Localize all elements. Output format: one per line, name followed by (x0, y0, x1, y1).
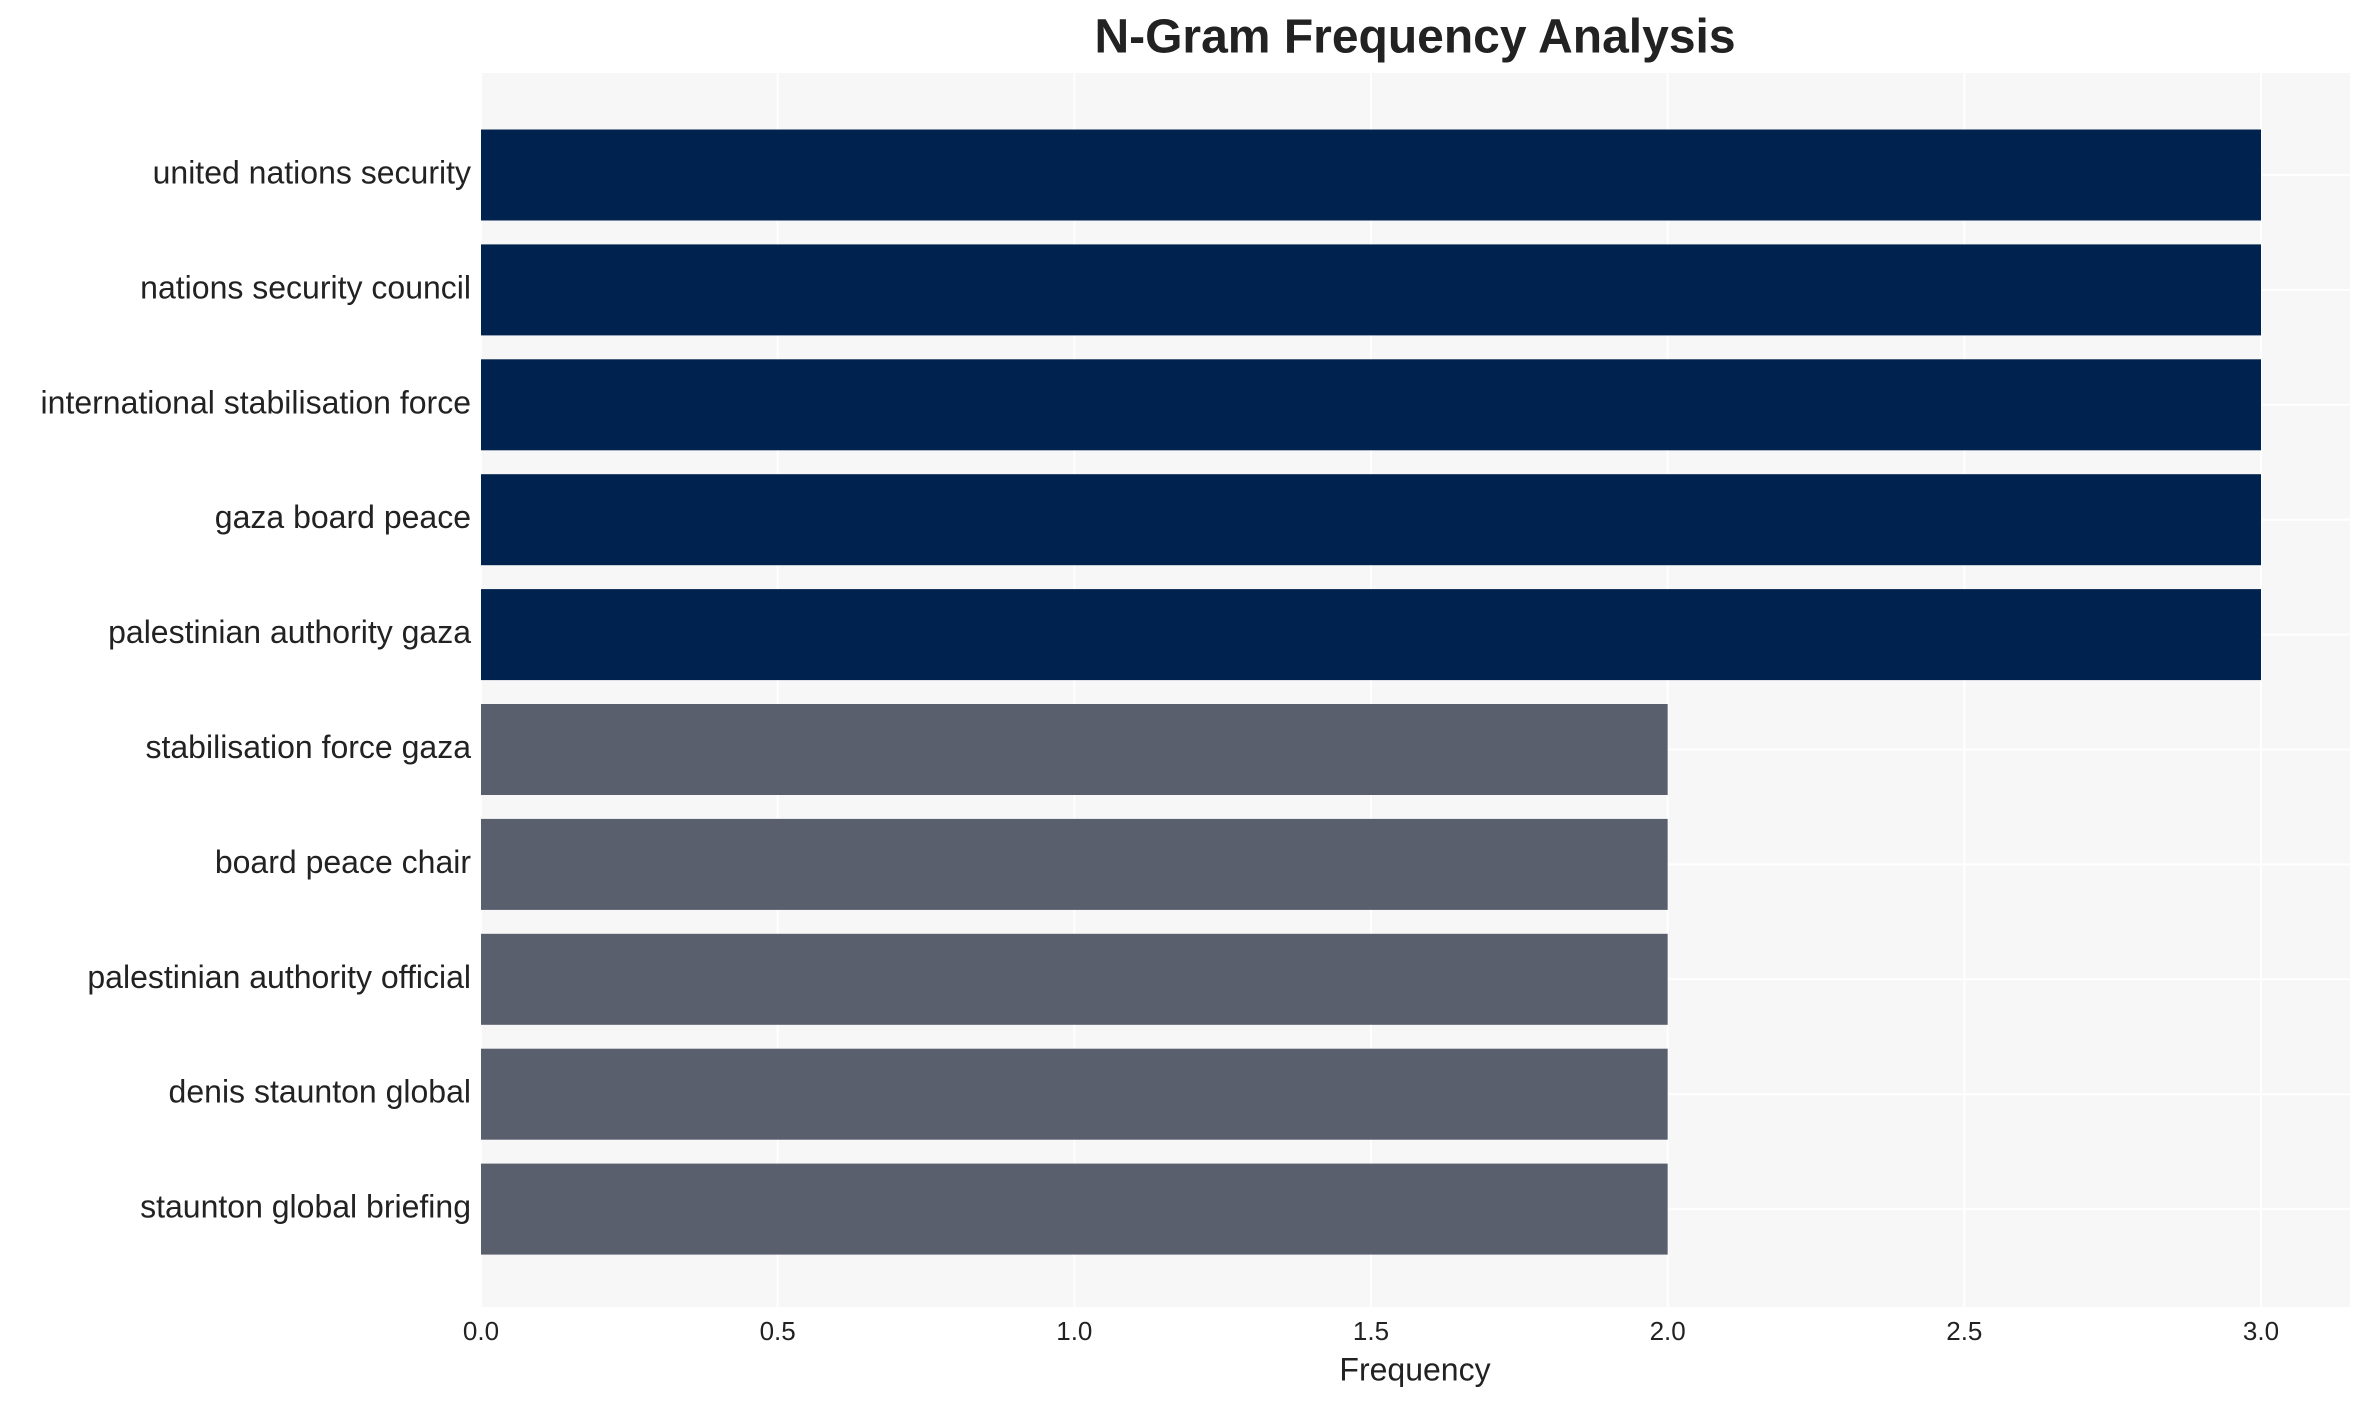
bar (481, 589, 2261, 681)
y-tick-label: stabilisation force gaza (145, 729, 471, 765)
x-tick-label: 0.0 (463, 1316, 499, 1346)
x-tick-label: 2.5 (1946, 1316, 1982, 1346)
x-tick-label: 3.0 (2243, 1316, 2279, 1346)
bar (481, 244, 2261, 336)
y-tick-label: gaza board peace (215, 499, 471, 535)
bar (481, 933, 1668, 1025)
bar (481, 474, 2261, 566)
x-tick-label: 2.0 (1650, 1316, 1686, 1346)
bar (481, 129, 2261, 221)
x-tick-label: 0.5 (760, 1316, 796, 1346)
y-tick-label: united nations security (153, 154, 471, 190)
bar (481, 818, 1668, 910)
x-tick-label: 1.5 (1353, 1316, 1389, 1346)
bar (481, 1048, 1668, 1140)
bar (481, 359, 2261, 451)
x-tick-label: 1.0 (1056, 1316, 1092, 1346)
bar (481, 1163, 1668, 1255)
y-tick-label: staunton global briefing (140, 1189, 471, 1225)
y-tick-label: palestinian authority official (87, 959, 471, 995)
chart-title: N-Gram Frequency Analysis (1094, 11, 1735, 64)
x-axis-label: Frequency (1339, 1351, 1490, 1387)
y-tick-label: denis staunton global (169, 1074, 471, 1110)
y-tick-label: international stabilisation force (41, 384, 471, 420)
y-tick-label: palestinian authority gaza (108, 614, 471, 650)
y-tick-label: board peace chair (215, 844, 472, 880)
bar (481, 704, 1668, 795)
y-tick-label: nations security council (140, 269, 471, 305)
